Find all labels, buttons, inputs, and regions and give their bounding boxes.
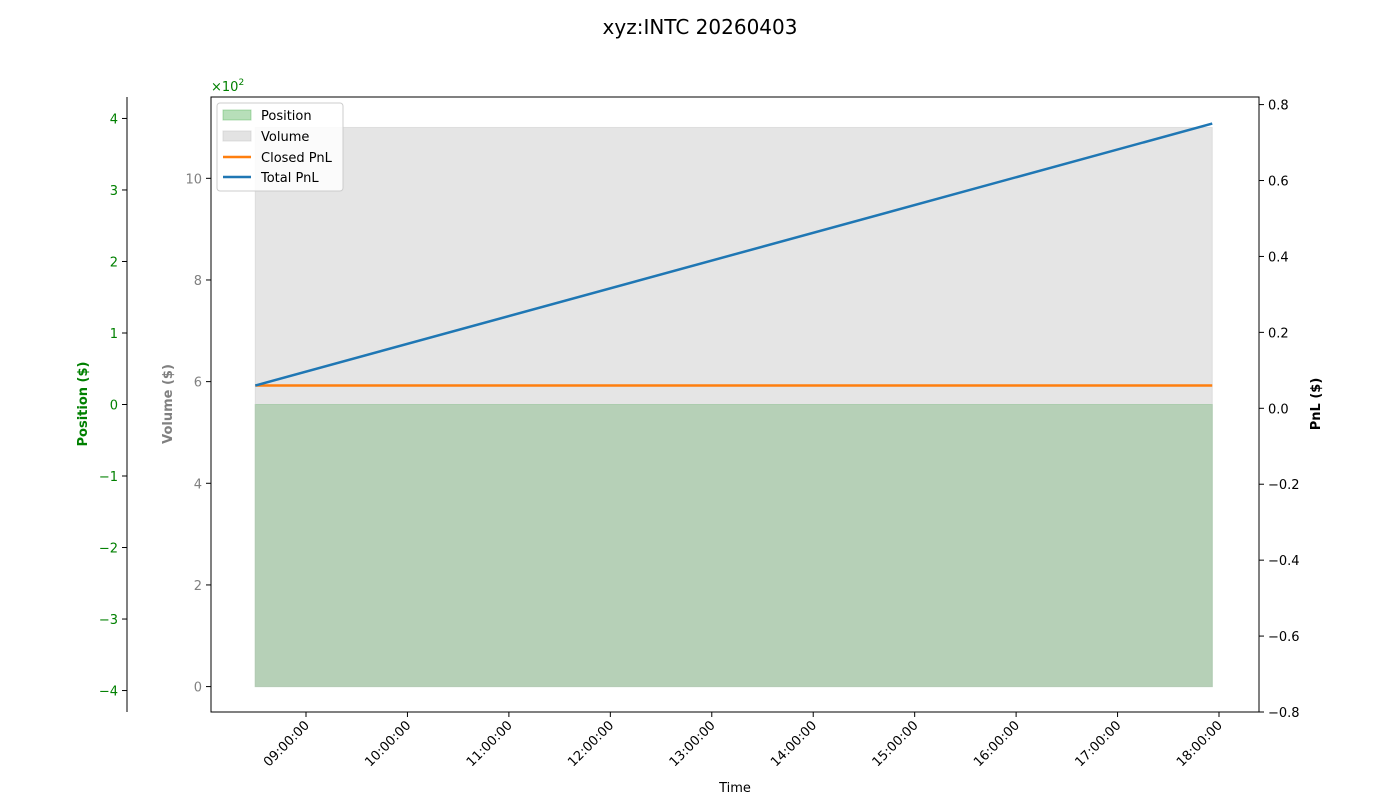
- pnl-axis-label: PnL ($): [1309, 378, 1324, 431]
- volume-axis: 0 2 4 6 8 10: [185, 172, 211, 696]
- position-axis: −4 −3 −2 −1 0 1 2 3 4: [99, 112, 127, 700]
- area-series-layer: [254, 126, 1213, 688]
- legend-label-total-pnl: Total PnL: [260, 171, 319, 186]
- volume-tick-label: 10: [185, 172, 202, 187]
- volume-tick-label: 0: [194, 681, 202, 696]
- pnl-tick-label: 0.4: [1268, 250, 1289, 265]
- position-scale-exponent: 2: [238, 78, 244, 88]
- legend-label-volume: Volume: [261, 130, 309, 145]
- position-tick-label: 4: [110, 112, 118, 127]
- plot-frame: [210, 96, 1260, 713]
- pnl-axis: −0.8 −0.6 −0.4 −0.2 0.0 0.2 0.4 0.6 0.8: [1259, 99, 1300, 721]
- position-tick-label: 0: [110, 399, 118, 414]
- area-volume: [254, 126, 1213, 688]
- position-tick-label: −3: [99, 613, 118, 628]
- pnl-tick-label: −0.4: [1268, 554, 1300, 569]
- volume-tick-label: 4: [194, 477, 202, 492]
- position-tick-label: −2: [99, 542, 118, 557]
- legend: Position Volume Closed PnL Total PnL: [216, 102, 344, 192]
- position-tick-label: −4: [99, 685, 118, 700]
- legend-box: [216, 102, 344, 192]
- position-scale-base: ×10: [211, 80, 238, 95]
- pnl-tick-label: −0.6: [1268, 630, 1300, 645]
- pnl-tick-label: −0.2: [1268, 478, 1300, 493]
- legend-label-position: Position: [261, 109, 312, 124]
- volume-tick-label: 8: [194, 274, 202, 289]
- position-axis-label: Position ($): [76, 362, 91, 447]
- legend-swatch-position: [222, 109, 252, 121]
- volume-tick-label: 2: [194, 579, 202, 594]
- pnl-tick-label: 0.2: [1268, 326, 1289, 341]
- position-tick-label: 3: [110, 184, 118, 199]
- pnl-tick-label: −0.8: [1268, 706, 1300, 721]
- pnl-tick-label: 0.6: [1268, 175, 1289, 190]
- position-tick-label: −1: [99, 470, 118, 485]
- pnl-tick-label: 0.8: [1268, 99, 1289, 114]
- volume-tick-label: 6: [194, 376, 202, 391]
- line-total-pnl: [254, 122, 1213, 387]
- pnl-tick-label: 0.0: [1268, 402, 1289, 417]
- position-scale-factor: ×102: [211, 78, 244, 95]
- chart-title: xyz:INTC 20260403: [603, 15, 798, 39]
- position-tick-label: 2: [110, 255, 118, 270]
- position-tick-label: 1: [110, 327, 118, 342]
- legend-swatch-volume: [222, 130, 252, 142]
- legend-label-closed-pnl: Closed PnL: [261, 151, 333, 166]
- x-axis-label: Time: [718, 781, 751, 796]
- line-series-layer: [254, 122, 1213, 387]
- volume-axis-label: Volume ($): [161, 364, 176, 444]
